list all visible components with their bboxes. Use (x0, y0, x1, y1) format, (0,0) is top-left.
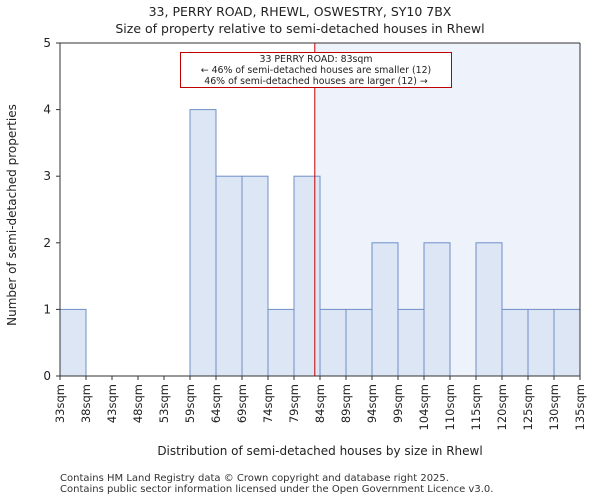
bar-120sqm (501, 308, 529, 377)
bar-84sqm (319, 308, 347, 377)
bar-33sqm (59, 308, 87, 377)
x-tick-label-48sqm: 48sqm (131, 384, 145, 423)
x-tick-label-104sqm: 104sqm (417, 384, 431, 430)
y-tick-label-4: 4 (43, 103, 51, 117)
x-tick-label-43sqm: 43sqm (105, 384, 119, 423)
x-tick-label-38sqm: 38sqm (79, 384, 93, 423)
bar-69sqm (241, 175, 269, 377)
x-tick-label-59sqm: 59sqm (183, 384, 197, 423)
x-tick-label-69sqm: 69sqm (235, 384, 249, 423)
x-tick-label-79sqm: 79sqm (287, 384, 301, 423)
bar-74sqm (267, 308, 295, 377)
x-tick-label-64sqm: 64sqm (209, 384, 223, 423)
x-tick-label-135sqm: 135sqm (573, 384, 587, 430)
x-tick-label-99sqm: 99sqm (391, 384, 405, 423)
bar-94sqm (371, 242, 399, 377)
x-tick-label-115sqm: 115sqm (469, 384, 483, 430)
bar-125sqm (527, 308, 555, 377)
annotation-line-1: 33 PERRY ROAD: 83sqm (259, 54, 373, 65)
bar-79sqm (293, 175, 321, 377)
x-axis-label: Distribution of semi-detached houses by … (157, 444, 483, 458)
annotation-line-2: ← 46% of semi-detached houses are smalle… (200, 65, 432, 76)
y-tick-label-1: 1 (43, 302, 51, 316)
footer-licence: Contains public sector information licen… (60, 484, 494, 495)
x-tick-label-53sqm: 53sqm (157, 384, 171, 423)
x-tick-label-89sqm: 89sqm (339, 384, 353, 423)
x-tick-label-120sqm: 120sqm (495, 384, 509, 430)
bar-130sqm (553, 308, 581, 377)
chart-subtitle: Size of property relative to semi-detach… (115, 21, 485, 36)
bar-115sqm (475, 242, 503, 377)
x-tick-label-74sqm: 74sqm (261, 384, 275, 423)
bar-89sqm (345, 308, 373, 377)
y-axis-label: Number of semi-detached properties (5, 104, 19, 326)
y-tick-label-2: 2 (43, 236, 51, 250)
bar-64sqm (215, 175, 243, 377)
chart-title: 33, PERRY ROAD, RHEWL, OSWESTRY, SY10 7B… (148, 4, 452, 19)
x-tick-label-110sqm: 110sqm (443, 384, 457, 430)
footer-copyright: Contains HM Land Registry data © Crown c… (60, 473, 449, 484)
bar-99sqm (397, 308, 425, 377)
bar-59sqm (189, 109, 217, 377)
y-tick-label-0: 0 (43, 369, 51, 383)
property-annotation: 33 PERRY ROAD: 83sqm ← 46% of semi-detac… (180, 52, 452, 88)
annotation-line-3: 46% of semi-detached houses are larger (… (204, 76, 428, 87)
x-tick-label-130sqm: 130sqm (547, 384, 561, 430)
y-tick-label-3: 3 (43, 169, 51, 183)
x-tick-label-125sqm: 125sqm (521, 384, 535, 430)
y-tick-label-5: 5 (43, 36, 51, 50)
x-tick-label-84sqm: 84sqm (313, 384, 327, 423)
x-tick-label-33sqm: 33sqm (53, 384, 67, 423)
bar-104sqm (423, 242, 451, 377)
x-tick-label-94sqm: 94sqm (365, 384, 379, 423)
